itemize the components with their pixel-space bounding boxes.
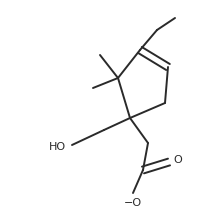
Text: HO: HO bbox=[49, 142, 66, 152]
Text: O: O bbox=[173, 155, 182, 165]
Text: −O: −O bbox=[124, 198, 142, 208]
